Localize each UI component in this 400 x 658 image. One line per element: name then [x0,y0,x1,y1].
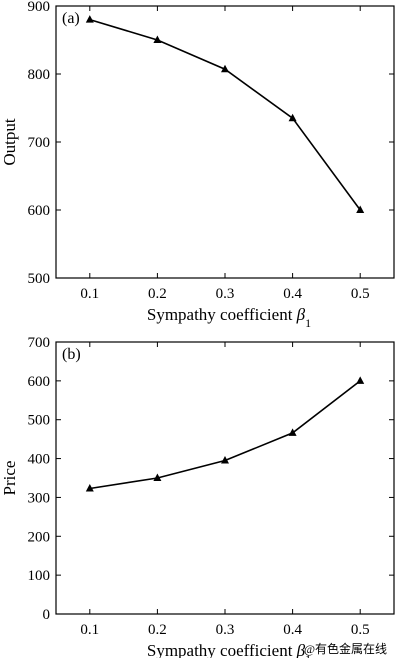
y-tick-label: 500 [28,271,51,287]
x-tick-label: 0.3 [216,286,235,302]
y-tick-label: 200 [28,529,51,545]
panel-label: (a) [62,10,80,27]
y-tick-label: 800 [28,67,51,83]
chart-panel-b: 0.1 0.2 0.3 0.4 0.5 0 100 200 300 400 500 600 700 (b)… [0,335,395,658]
y-tick-label: 700 [28,335,51,351]
data-point-marker [288,113,297,122]
x-tick-label: 0.1 [80,622,99,638]
data-point-marker [356,376,365,384]
y-tick-label: 0 [43,607,51,623]
panel-label: (b) [62,346,81,363]
x-tick-label: 0.2 [148,622,167,638]
y-tick-label: 300 [28,490,51,506]
x-tick-label: 0.5 [351,622,370,638]
data-point-marker [85,483,94,492]
y-tick-label: 600 [28,374,51,390]
plot-frame [55,341,395,615]
series-line [89,380,361,490]
data-point-marker [356,205,365,213]
x-tick-label: 0.3 [216,622,235,638]
data-point-marker [85,15,94,23]
data-point-marker [288,428,297,436]
x-tick-label: 0.2 [148,286,167,302]
y-axis-title: Price [0,461,19,496]
x-tick-label: 0.5 [351,286,370,302]
series-line [89,18,361,211]
watermark-text: @有色金属在线 [304,641,387,656]
x-tick-label: 0.4 [283,286,302,302]
y-tick-label: 100 [28,568,51,584]
y-tick-label: 500 [28,413,51,429]
data-point-marker [153,473,162,481]
data-point-marker [221,64,229,73]
y-tick-label: 600 [28,203,51,219]
chart-panel-a: 0.1 0.2 0.3 0.4 0.5 500 600 700 800 900 (a) Sympath… [0,0,395,330]
data-point-marker [221,456,229,464]
x-tick-label: 0.4 [283,622,302,638]
y-tick-label: 400 [28,452,51,468]
plot-frame [55,5,395,279]
y-tick-label: 900 [28,0,51,15]
x-axis-title: Sympathy coefficient β1 [147,305,311,330]
y-axis-title: Output [0,118,19,166]
data-point-marker [153,35,162,43]
y-tick-label: 700 [28,135,51,151]
x-tick-label: 0.1 [80,286,99,302]
x-axis-title: Sympathy coefficient β1 [147,641,311,658]
